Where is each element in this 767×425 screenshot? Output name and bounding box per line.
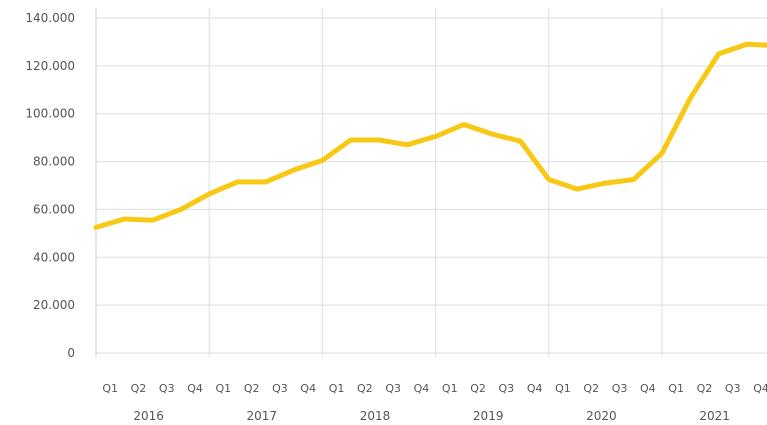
y-tick-label: 20.000 — [33, 298, 75, 312]
x-tick-label: Q4 — [527, 382, 543, 395]
year-label: 2020 — [586, 409, 617, 423]
x-tick-label: Q2 — [131, 382, 147, 395]
x-tick-label: Q3 — [159, 382, 175, 395]
grid — [95, 8, 767, 357]
y-tick-label: 140.000 — [25, 11, 75, 25]
x-tick-label: Q4 — [300, 382, 316, 395]
x-tick-label: Q2 — [357, 382, 373, 395]
year-label: 2016 — [133, 409, 164, 423]
x-tick-label: Q2 — [583, 382, 599, 395]
x-tick-label: Q4 — [414, 382, 430, 395]
x-tick-label: Q3 — [272, 382, 288, 395]
x-tick-label: Q4 — [753, 382, 767, 395]
x-tick-label: Q3 — [725, 382, 741, 395]
year-label: 2017 — [247, 409, 278, 423]
x-tick-label: Q1 — [329, 382, 345, 395]
x-tick-label: Q1 — [216, 382, 232, 395]
x-tick-label: Q2 — [697, 382, 713, 395]
x-tick-label: Q3 — [612, 382, 628, 395]
year-label: 2018 — [360, 409, 391, 423]
x-tick-label: Q1 — [668, 382, 684, 395]
x-tick-label: Q2 — [244, 382, 260, 395]
y-axis: 0 20.000 40.000 60.000 80.000 100.000 120.000 1… — [25, 8, 97, 360]
y-tick-label: 40.000 — [33, 250, 75, 264]
x-tick-label: Q4 — [640, 382, 656, 395]
y-tick-label: 80.000 — [33, 155, 75, 169]
x-tick-label: Q1 — [102, 382, 118, 395]
x-tick-label: Q1 — [555, 382, 571, 395]
y-tick-label: 100.000 — [25, 107, 75, 121]
y-tick-label: 0 — [67, 346, 75, 360]
series-line — [93, 41, 767, 230]
x-tick-label: Q2 — [470, 382, 486, 395]
year-label: 2021 — [699, 409, 730, 423]
x-tick-label: Q4 — [187, 382, 203, 395]
x-tick-label: Q3 — [385, 382, 401, 395]
x-tick-label: Q1 — [442, 382, 458, 395]
series-layer — [93, 41, 767, 230]
year-label: 2019 — [473, 409, 504, 423]
x-axis: Q1 Q2 Q3 Q4 2016 Q1 Q2 Q3 Q4 2017 Q1 Q2 Q3 Q4 2018 Q1 Q2… — [102, 382, 767, 423]
y-tick-label: 60.000 — [33, 202, 75, 216]
x-tick-label: Q3 — [499, 382, 515, 395]
y-tick-label: 120.000 — [25, 59, 75, 73]
